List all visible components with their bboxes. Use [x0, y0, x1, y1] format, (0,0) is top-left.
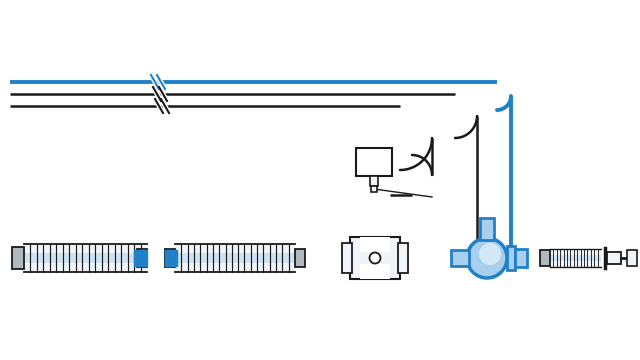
Bar: [165, 250, 177, 266]
Bar: [627, 250, 637, 266]
Bar: [550, 249, 601, 267]
Bar: [165, 249, 175, 267]
Bar: [350, 237, 400, 279]
Circle shape: [467, 238, 507, 278]
Bar: [507, 246, 515, 270]
Bar: [356, 148, 392, 176]
Bar: [24, 244, 147, 272]
Bar: [342, 243, 352, 273]
Bar: [175, 253, 295, 263]
Bar: [360, 264, 390, 279]
Circle shape: [369, 252, 381, 264]
Bar: [24, 253, 147, 263]
Bar: [398, 243, 408, 273]
Bar: [360, 237, 390, 252]
Bar: [451, 250, 469, 266]
Bar: [550, 255, 601, 261]
Bar: [295, 249, 305, 267]
Bar: [137, 249, 147, 267]
Bar: [175, 244, 295, 272]
Bar: [540, 250, 550, 266]
Bar: [370, 176, 378, 186]
Bar: [480, 218, 494, 240]
Bar: [515, 249, 527, 267]
Circle shape: [479, 243, 501, 265]
Bar: [12, 247, 24, 269]
Bar: [371, 186, 377, 192]
Bar: [607, 252, 621, 264]
Bar: [134, 250, 147, 266]
